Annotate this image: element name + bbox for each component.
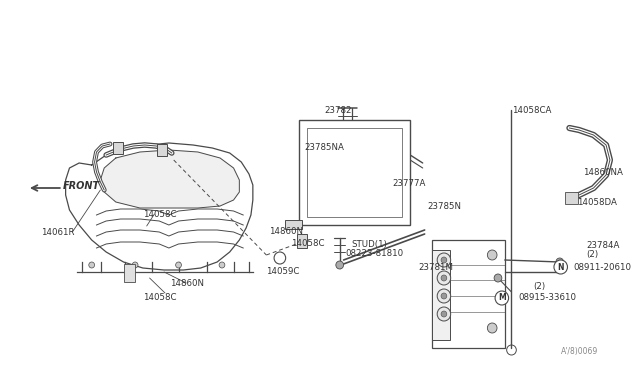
Circle shape bbox=[132, 262, 138, 268]
Circle shape bbox=[437, 289, 451, 303]
Text: (2): (2) bbox=[534, 282, 546, 291]
Polygon shape bbox=[66, 143, 253, 270]
Text: A'/8)0069: A'/8)0069 bbox=[561, 347, 598, 356]
Bar bbox=[113, 142, 123, 154]
Text: 08915-33610: 08915-33610 bbox=[518, 294, 576, 302]
Circle shape bbox=[336, 261, 344, 269]
Polygon shape bbox=[100, 150, 239, 208]
Circle shape bbox=[437, 253, 451, 267]
Text: 14058C: 14058C bbox=[291, 238, 325, 247]
Circle shape bbox=[441, 257, 447, 263]
Circle shape bbox=[437, 271, 451, 285]
Text: 23785N: 23785N bbox=[428, 202, 461, 211]
Circle shape bbox=[556, 258, 564, 266]
Text: 14058C: 14058C bbox=[143, 292, 177, 301]
Bar bbox=[299, 120, 410, 225]
Circle shape bbox=[175, 262, 181, 268]
Bar bbox=[124, 264, 135, 282]
Circle shape bbox=[488, 323, 497, 333]
Bar bbox=[433, 250, 450, 340]
Text: 14860N: 14860N bbox=[269, 227, 303, 235]
Text: 14058CA: 14058CA bbox=[513, 106, 552, 115]
Circle shape bbox=[554, 260, 568, 274]
Text: FRONT: FRONT bbox=[63, 181, 100, 191]
Text: 23782: 23782 bbox=[324, 106, 352, 115]
Circle shape bbox=[219, 262, 225, 268]
Circle shape bbox=[495, 291, 509, 305]
Text: 08911-20610: 08911-20610 bbox=[573, 263, 631, 272]
Circle shape bbox=[441, 275, 447, 281]
Text: 14860NA: 14860NA bbox=[583, 167, 623, 176]
Bar bbox=[297, 234, 307, 248]
Text: (2): (2) bbox=[586, 250, 598, 260]
Circle shape bbox=[494, 274, 502, 282]
Bar bbox=[564, 192, 578, 204]
Circle shape bbox=[441, 293, 447, 299]
Text: STUD(1): STUD(1) bbox=[351, 240, 387, 248]
Text: 23784A: 23784A bbox=[587, 241, 620, 250]
Text: N: N bbox=[557, 263, 564, 272]
Circle shape bbox=[89, 262, 95, 268]
Text: 14061R: 14061R bbox=[40, 228, 74, 237]
Text: 14058DA: 14058DA bbox=[577, 198, 617, 206]
Bar bbox=[157, 144, 167, 156]
Text: 08223-81810: 08223-81810 bbox=[346, 250, 404, 259]
Circle shape bbox=[488, 250, 497, 260]
Bar bbox=[285, 220, 302, 229]
Text: M: M bbox=[498, 294, 506, 302]
Text: 14058C: 14058C bbox=[143, 209, 177, 218]
Circle shape bbox=[437, 307, 451, 321]
Bar bbox=[433, 240, 505, 348]
Text: 23785NA: 23785NA bbox=[304, 142, 344, 151]
Text: 14860N: 14860N bbox=[170, 279, 204, 288]
Text: 14059C: 14059C bbox=[266, 267, 300, 276]
Circle shape bbox=[441, 311, 447, 317]
Bar bbox=[307, 128, 403, 217]
Text: 23777A: 23777A bbox=[393, 179, 426, 187]
Text: 23781M: 23781M bbox=[419, 263, 454, 272]
